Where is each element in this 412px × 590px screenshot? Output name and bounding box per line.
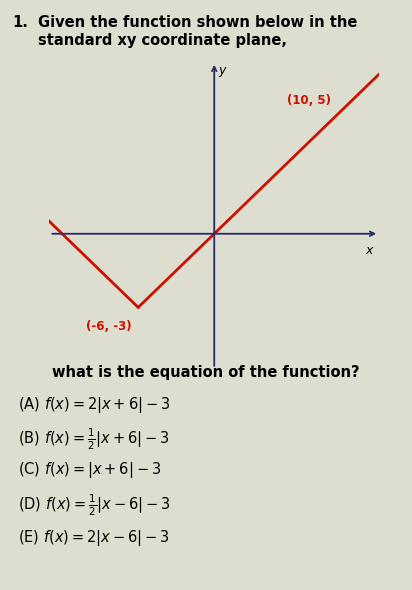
- Text: (A) $f(x) = 2|x + 6| -3$: (A) $f(x) = 2|x + 6| -3$: [18, 395, 170, 415]
- Text: (C) $f(x) = |x + 6| -3$: (C) $f(x) = |x + 6| -3$: [18, 460, 161, 480]
- Text: (-6, -3): (-6, -3): [86, 320, 132, 333]
- Text: x: x: [365, 244, 373, 257]
- Text: what is the equation of the function?: what is the equation of the function?: [52, 365, 360, 380]
- Text: (E) $f(x) = 2|x - 6| -3$: (E) $f(x) = 2|x - 6| -3$: [18, 528, 169, 548]
- Text: 1.: 1.: [12, 15, 28, 30]
- Text: y: y: [218, 64, 225, 77]
- Text: (D) $f(x) = \frac{1}{2}|x - 6| -3$: (D) $f(x) = \frac{1}{2}|x - 6| -3$: [18, 493, 171, 519]
- Text: Given the function shown below in the: Given the function shown below in the: [38, 15, 357, 30]
- Text: standard xy coordinate plane,: standard xy coordinate plane,: [38, 33, 287, 48]
- Text: (10, 5): (10, 5): [287, 94, 331, 107]
- Text: (B) $f(x) = \frac{1}{2}|x + 6| -3$: (B) $f(x) = \frac{1}{2}|x + 6| -3$: [18, 427, 169, 453]
